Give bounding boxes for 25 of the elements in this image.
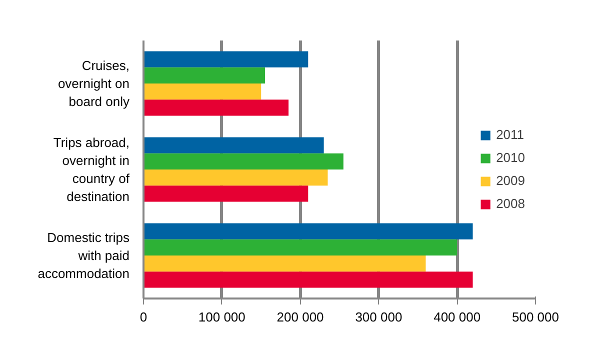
bar	[144, 170, 328, 186]
bar	[144, 153, 344, 170]
bar	[144, 67, 266, 84]
bar	[144, 137, 324, 154]
bar	[144, 239, 458, 256]
x-tick-label: 100 000	[198, 310, 246, 324]
bar	[144, 272, 473, 288]
legend-label: 2010	[496, 150, 525, 165]
x-tick-label: 300 000	[355, 310, 402, 324]
bar	[144, 51, 308, 68]
x-tick-label: 500 000	[512, 310, 560, 324]
x-tick-label: 0	[140, 310, 148, 324]
y-tick-label: Trips abroad, overnight in country of destination	[53, 135, 130, 204]
bar	[144, 223, 473, 240]
legend-label: 2009	[496, 173, 525, 188]
y-tick-label: Cruises, overnight on board only	[58, 58, 130, 109]
bar	[144, 84, 262, 100]
x-tick-label: 200 000	[276, 310, 324, 324]
legend-label: 2011	[496, 127, 524, 142]
bar	[144, 186, 308, 202]
x-tick-label: 400 000	[434, 310, 481, 324]
y-tick-label: Domestic trips with paid accommodation	[38, 230, 130, 281]
bar	[144, 256, 426, 272]
bar	[144, 100, 289, 116]
legend-label: 2008	[496, 196, 525, 211]
